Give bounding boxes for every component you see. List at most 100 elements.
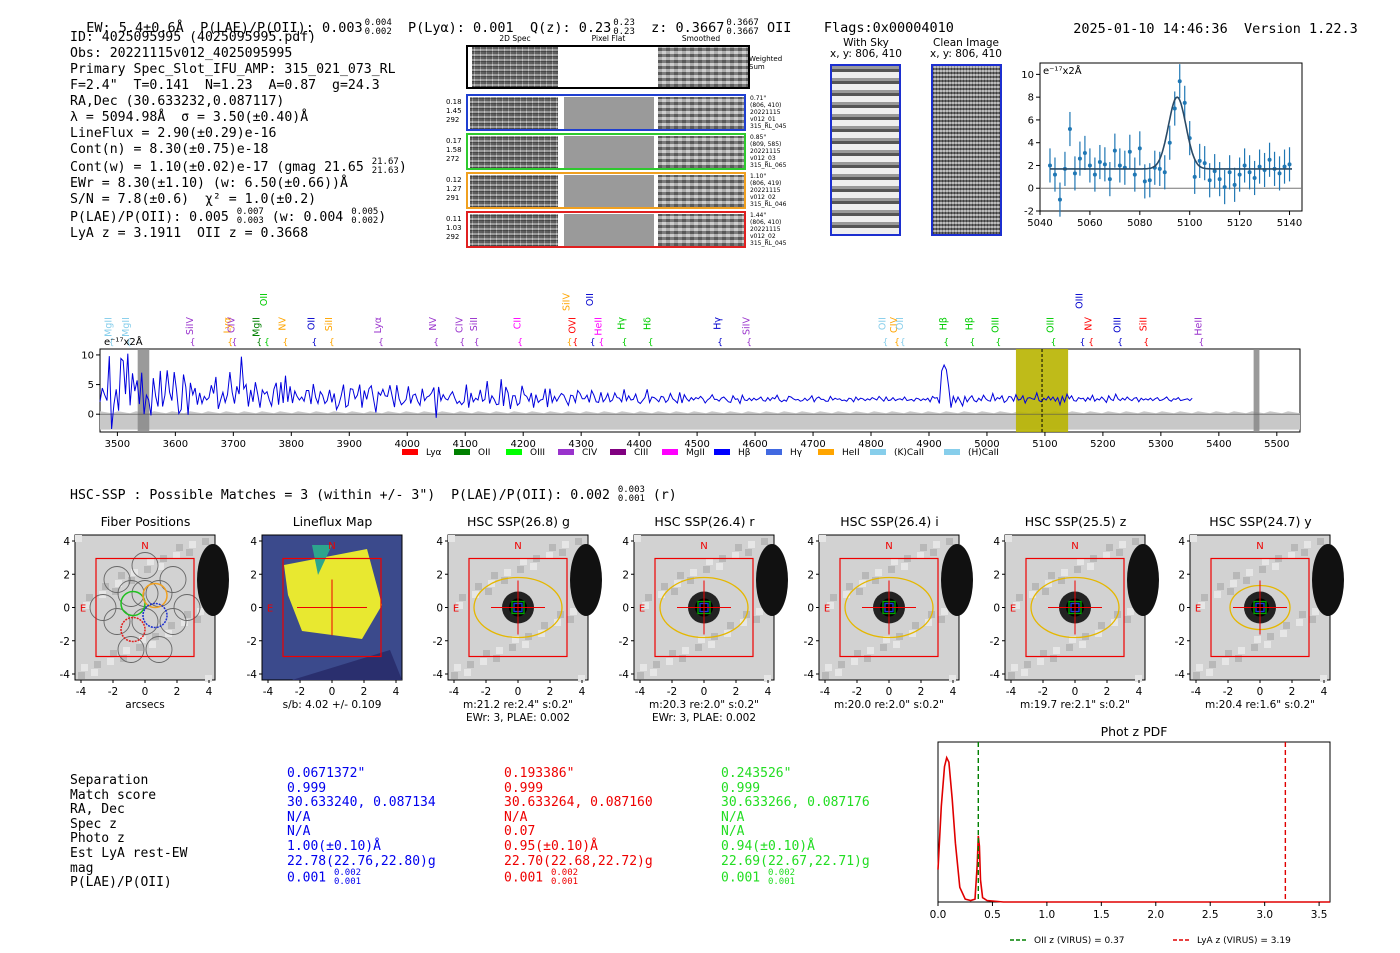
cutout-y-tick-label: 4 <box>436 536 443 548</box>
zoom-data-point <box>1232 182 1237 187</box>
spectrum-x-tick-label: 4100 <box>452 439 477 450</box>
photz-x-tick-label: 2.5 <box>1202 909 1219 921</box>
info-redshifts: LyA z = 3.1911 OII z = 0.3668 <box>70 226 309 241</box>
cutout-texture <box>642 602 649 609</box>
spectrum-legend-label: CIII <box>634 448 648 458</box>
cutout-texture <box>75 535 82 542</box>
zoom-x-tick-label: 5060 <box>1077 218 1102 229</box>
cutout-texture <box>149 641 156 648</box>
cutout-texture <box>912 622 919 629</box>
cutout-x-tick-label: 4 <box>950 686 957 698</box>
cutout-y-tick-label: -4 <box>1175 669 1186 681</box>
spectrum-line-marker: { <box>943 338 949 348</box>
cutout-texture <box>1032 583 1039 590</box>
cutout-texture <box>173 552 180 559</box>
cutout-texture <box>677 572 684 579</box>
weighted-smoothed-image <box>658 47 748 87</box>
cutout-texture <box>1272 563 1279 570</box>
cutout-texture <box>756 608 763 615</box>
match-plae-sub: 0.001 <box>550 877 579 888</box>
spectrum-line-label: Hδ <box>643 317 654 330</box>
aperture-square <box>1025 557 1125 658</box>
spec2d-row-stat: 0.12 <box>446 176 462 184</box>
cutout-texture <box>1106 544 1113 551</box>
cutout-texture <box>727 622 734 629</box>
fiber-circle <box>117 580 145 607</box>
cutout-y-tick-label: -2 <box>433 636 443 648</box>
zoom-y-tick-label: 4 <box>1028 138 1034 149</box>
cutout-texture <box>634 535 641 542</box>
lineflux-region <box>284 549 382 639</box>
aperture-ellipse <box>844 576 934 639</box>
spectrum-legend-swatch <box>610 449 626 455</box>
cutout-y-tick-label: 0 <box>993 603 1000 615</box>
spec2d-row <box>466 211 746 248</box>
cutout-axes: N E 4 2 0 -2 -4 -4 -2 0 2 4 s/b: 4.02 +/- 0.109 <box>247 534 403 711</box>
cutout-y-tick-label: -2 <box>619 636 629 648</box>
zoom-data-point <box>1142 179 1147 184</box>
cutout-texture <box>194 616 201 623</box>
zoom-data-point <box>1137 146 1142 151</box>
cutout-x-tick-label: 0 <box>329 686 336 698</box>
zoom-data-point <box>1182 100 1187 105</box>
cutout-texture <box>1246 569 1253 576</box>
spectrum-line-marker: { <box>264 338 270 348</box>
spectrum-legend-swatch <box>402 449 418 455</box>
match-value: 0.999 <box>287 780 327 796</box>
header-z-sub: 0.3667 <box>726 27 759 37</box>
cutout-texture <box>1288 552 1295 559</box>
cutout-texture <box>1291 544 1298 551</box>
full-spectrum-plot: MgII{MgII{SiIV{Lyα{CIV{MgII{OII{NV{OII{S… <box>81 293 1301 458</box>
info-plae-sub: 0.003 <box>236 216 264 226</box>
spec2d-row-fiber-info: 0.71" (806, 410) 20221115 v012_01 315_RL… <box>750 95 787 130</box>
spectrum-line-marker: { <box>190 338 196 348</box>
neighbor-source <box>570 544 602 616</box>
zoom-data-point <box>1067 127 1072 132</box>
cutout-y-tick-label: -4 <box>433 669 444 681</box>
fiber-circle <box>145 636 173 663</box>
cutout-texture <box>1124 616 1131 623</box>
zoom-data-point <box>1132 172 1137 177</box>
spectrum-line-marker: { <box>590 338 596 348</box>
cutout-texture <box>493 655 500 662</box>
neighbor-source <box>197 544 229 616</box>
cutout-texture <box>838 661 845 668</box>
zoom-data-point <box>1172 106 1177 111</box>
info-obs: Obs: 20221115v012_4025095995 <box>70 46 293 61</box>
cutout-texture <box>1021 669 1028 676</box>
aperture-ellipse <box>1030 576 1120 639</box>
cutout-texture <box>1217 583 1224 590</box>
spectrum-x-tick-label: 4600 <box>742 439 767 450</box>
spec2d-row-stats: 0.11 1.03 292 <box>446 215 466 242</box>
spectrum-line-label: Hγ <box>617 317 628 330</box>
info-plae-main: P(LAE)/P(OII): 0.005 <box>70 210 229 225</box>
cutout-texture <box>496 647 503 654</box>
neighbor-source <box>756 544 788 616</box>
cutout-title: HSC SSP(24.7) y <box>1209 514 1312 529</box>
cutout-texture <box>1209 661 1216 668</box>
spectrum-x-tick-label: 5300 <box>1148 439 1173 450</box>
spectrum-x-tick-label: 3900 <box>337 439 362 450</box>
cutout-x-tick-label: -4 <box>820 686 831 698</box>
spec2d-row-stats: 0.12 1.27 291 <box>446 176 466 203</box>
fiber-green <box>120 590 146 617</box>
spectrum-legend-label: Lyα <box>426 448 442 458</box>
spectrum-legend-label: (K)CaII <box>894 448 924 458</box>
cutout-texture <box>1264 641 1271 648</box>
cutout-y-tick-label: 2 <box>63 569 70 581</box>
cutout-texture <box>197 608 204 615</box>
datetime: 2025-01-10 14:46:36 <box>1073 21 1228 37</box>
spectrum-y-tick-label: 0 <box>88 410 94 421</box>
cutout-texture <box>570 608 577 615</box>
match-value: N/A <box>721 824 745 840</box>
spectrum-line-label: OIII <box>991 317 1002 333</box>
cutout-y-tick-label: 0 <box>807 603 814 615</box>
cutout-y-tick-label: -4 <box>619 669 630 681</box>
spectrum-line-label: OII <box>306 317 317 330</box>
match-value: 30.633240, 0.087134 <box>287 795 436 811</box>
cutout-texture <box>1048 572 1055 579</box>
spectrum-y-tick-label: 5 <box>88 380 94 391</box>
spectrum-line-marker: { <box>378 338 384 348</box>
cutout-texture <box>1225 650 1232 657</box>
cutout-texture <box>1040 650 1047 657</box>
